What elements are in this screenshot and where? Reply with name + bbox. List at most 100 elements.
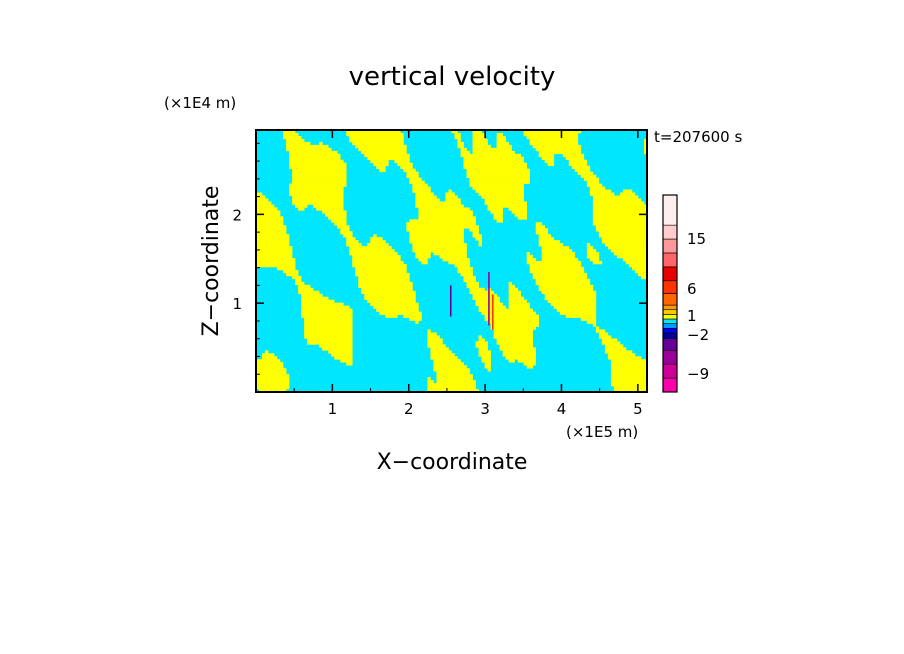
positive-region xyxy=(340,231,353,235)
positive-region xyxy=(298,287,314,292)
positive-region xyxy=(418,210,473,214)
positive-region xyxy=(406,225,479,229)
positive-region xyxy=(430,347,449,351)
positive-region xyxy=(613,386,647,390)
x-axis-ticks: 1 2 3 4 5 xyxy=(293,130,643,418)
positive-region xyxy=(607,353,636,357)
positive-region xyxy=(601,240,647,244)
positive-region xyxy=(322,210,347,214)
positive-region xyxy=(466,284,479,289)
positive-region xyxy=(514,213,527,217)
positive-region xyxy=(352,258,401,262)
positive-region xyxy=(358,284,413,289)
positive-region xyxy=(496,135,506,140)
positive-region xyxy=(589,189,612,193)
positive-region xyxy=(295,278,302,283)
positive-region xyxy=(439,255,467,259)
positive-region xyxy=(256,222,284,226)
positive-region xyxy=(484,201,527,205)
positive-region xyxy=(478,350,491,354)
positive-region xyxy=(472,138,488,143)
positive-region xyxy=(469,180,530,184)
positive-region xyxy=(328,216,347,220)
x-scale-label: (×1E5 m) xyxy=(566,423,638,441)
positive-region xyxy=(532,144,582,149)
positive-region xyxy=(478,338,485,342)
positive-region xyxy=(502,350,537,354)
positive-region xyxy=(412,243,467,247)
positive-region xyxy=(559,311,597,315)
positive-region xyxy=(502,353,537,357)
positive-region xyxy=(364,153,410,158)
positive-region xyxy=(370,240,386,244)
positive-region xyxy=(352,261,404,265)
positive-region xyxy=(547,162,555,167)
positive-region xyxy=(427,329,431,333)
positive-region xyxy=(445,192,455,196)
positive-region xyxy=(340,359,353,363)
positive-region xyxy=(595,326,600,330)
positive-region xyxy=(283,269,299,274)
positive-region xyxy=(460,272,473,277)
positive-region xyxy=(490,326,537,330)
positive-region xyxy=(427,341,443,345)
positive-region xyxy=(361,290,416,295)
positive-region xyxy=(406,222,476,226)
positive-region xyxy=(460,147,467,152)
positive-region xyxy=(379,311,422,315)
positive-region xyxy=(304,329,353,333)
x-tick-label: 4 xyxy=(557,400,567,418)
positive-region xyxy=(316,207,344,211)
positive-region xyxy=(373,234,377,238)
positive-region xyxy=(589,186,606,190)
y-scale-label: (×1E4 m) xyxy=(164,94,236,112)
positive-region xyxy=(541,252,576,256)
positive-region xyxy=(427,386,476,390)
positive-region xyxy=(433,362,464,366)
positive-region xyxy=(475,299,500,303)
positive-region xyxy=(256,204,275,208)
positive-region xyxy=(289,189,344,193)
positive-region xyxy=(508,207,527,211)
positive-region xyxy=(508,299,527,303)
positive-region xyxy=(433,365,467,369)
x-axis-label: X−coordinate xyxy=(377,450,528,475)
colorbar-level xyxy=(662,252,678,268)
positive-region xyxy=(469,287,485,292)
positive-region xyxy=(433,252,467,256)
positive-region xyxy=(535,222,543,226)
positive-region xyxy=(289,159,344,164)
positive-region xyxy=(400,165,413,170)
positive-region xyxy=(544,293,597,298)
positive-region xyxy=(535,278,591,283)
positive-region xyxy=(328,350,353,354)
positive-region xyxy=(286,272,299,277)
positive-region xyxy=(610,374,647,378)
positive-region xyxy=(364,293,416,298)
positive-region xyxy=(472,141,488,146)
positive-region xyxy=(256,228,287,232)
positive-region xyxy=(454,263,470,268)
positive-region xyxy=(262,356,278,360)
positive-region xyxy=(592,323,597,327)
positive-region xyxy=(289,186,344,190)
positive-region xyxy=(346,237,356,241)
positive-region xyxy=(256,255,293,259)
positive-region xyxy=(595,329,606,333)
positive-region xyxy=(538,243,564,247)
positive-region xyxy=(412,249,467,253)
positive-region xyxy=(433,368,470,372)
positive-region xyxy=(256,365,284,369)
positive-region xyxy=(370,302,419,306)
positive-region xyxy=(451,130,458,134)
positive-region xyxy=(304,320,353,324)
positive-region xyxy=(346,130,401,134)
positive-region xyxy=(256,261,296,265)
positive-region xyxy=(469,183,524,187)
x-tick-label: 5 xyxy=(633,400,643,418)
positive-region xyxy=(256,371,287,375)
positive-region xyxy=(412,183,428,187)
positive-region xyxy=(526,135,579,140)
positive-region xyxy=(352,263,407,268)
positive-region xyxy=(508,293,521,298)
